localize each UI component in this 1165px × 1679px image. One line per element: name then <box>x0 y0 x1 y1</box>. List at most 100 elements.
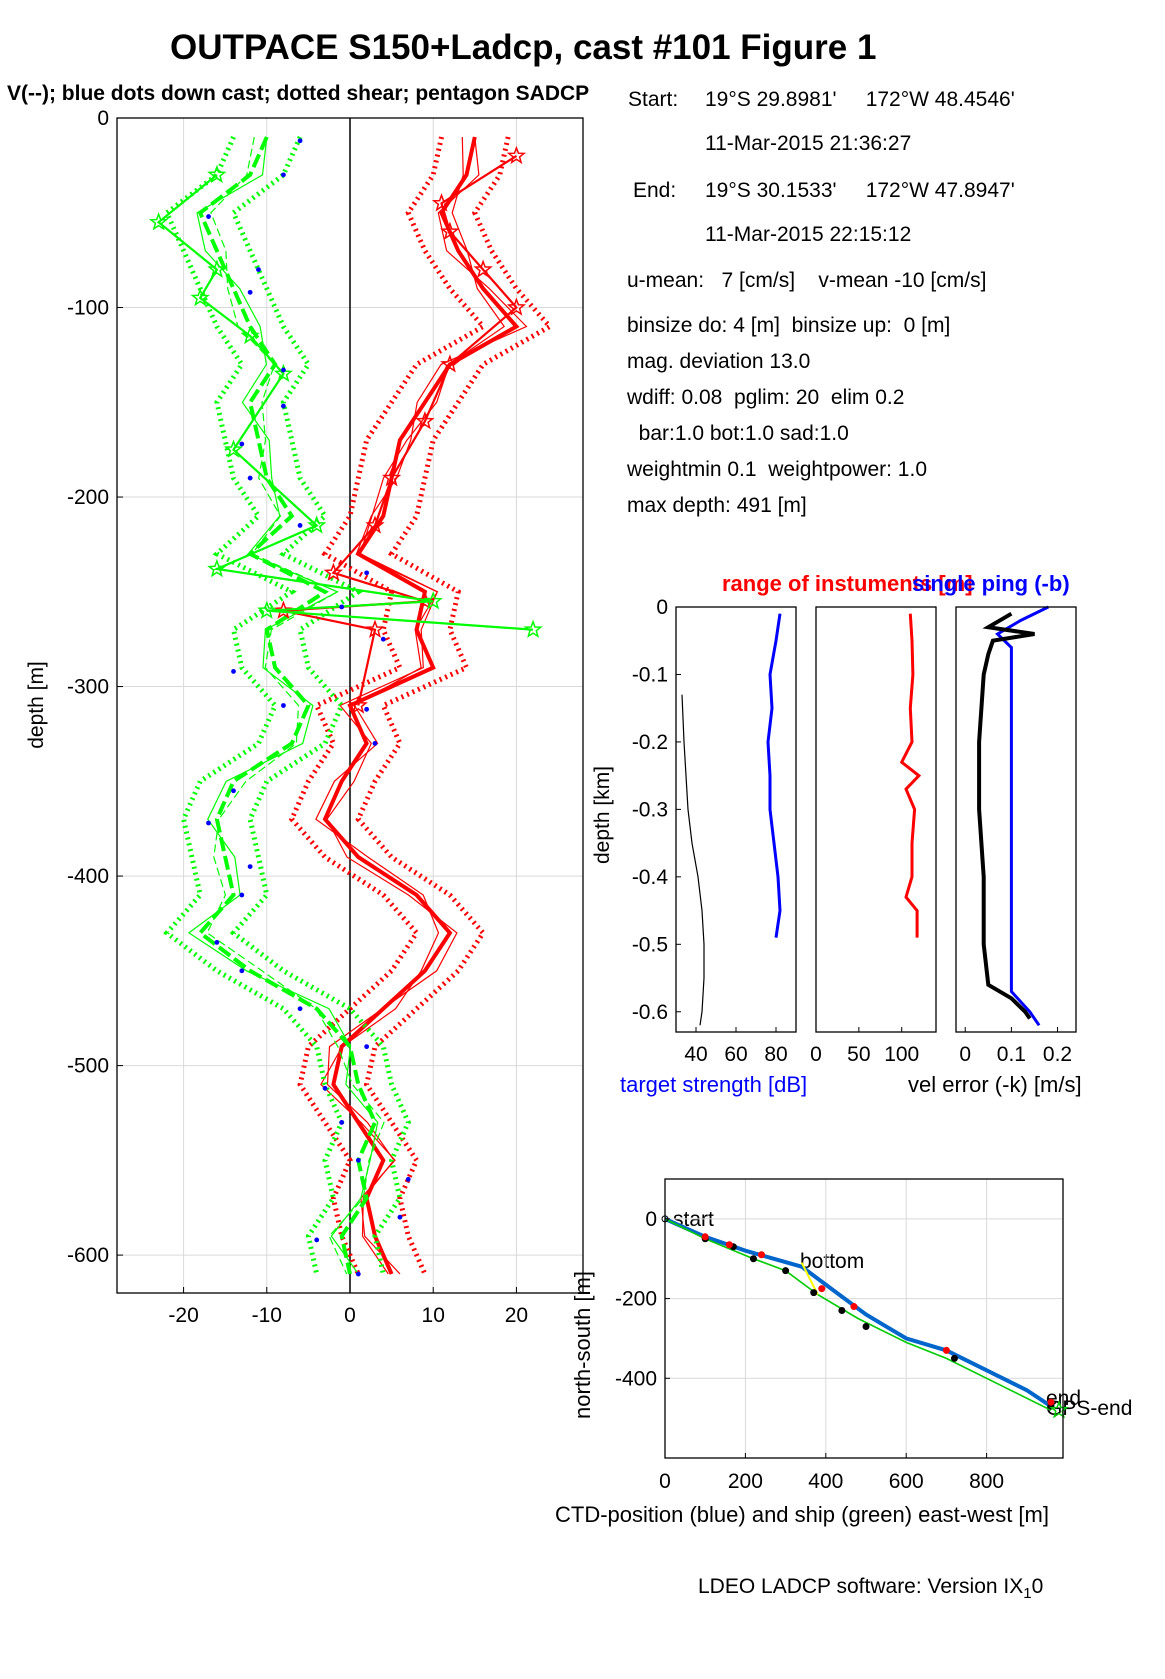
sadcp-u-marker <box>273 600 294 619</box>
down-cast-dot <box>239 441 245 447</box>
ctd-position-marker <box>818 1285 826 1293</box>
x-tick-label: -20 <box>168 1304 198 1327</box>
info-line: binsize do: 4 [m] binsize up: 0 [m] <box>627 314 951 337</box>
sadcp-v-marker <box>307 515 327 534</box>
down-cast-dot <box>247 475 253 481</box>
sadcp-u-marker <box>506 145 527 165</box>
sadcp-u-line <box>283 154 518 706</box>
x-tick-label: 0 <box>659 1470 671 1493</box>
down-cast-dot <box>239 968 245 974</box>
x-tick-label: 40 <box>684 1043 707 1066</box>
figure-subtitle: V(--); blue dots down cast; dotted shear… <box>7 82 590 105</box>
ts-xlabel: target strength [dB] <box>620 1072 808 1097</box>
x-tick-label: -10 <box>252 1304 282 1327</box>
figure-title: OUTPACE S150+Ladcp, cast #101 Figure 1 <box>170 28 877 67</box>
y-tick-label: -400 <box>67 865 109 888</box>
down-cast-dot <box>297 523 303 528</box>
x-tick-label: 0 <box>344 1304 356 1327</box>
instrument-range-series-line <box>899 613 922 938</box>
down-cast-dot <box>364 1044 370 1050</box>
x-tick-label: 0 <box>959 1043 971 1066</box>
end-label: End: <box>633 179 677 202</box>
sadcp-u-marker <box>323 562 344 582</box>
y-tick-label: -0.3 <box>632 798 668 821</box>
down-cast-dot <box>281 403 286 409</box>
ctd-position-marker <box>701 1233 709 1241</box>
info-line: weightmin 0.1 weightpower: 1.0 <box>627 458 927 481</box>
y-tick-label: -0.2 <box>632 731 668 754</box>
v-profile-line <box>187 136 379 1275</box>
instrument-range-frame <box>815 606 937 1033</box>
y-tick-label: -0.1 <box>632 663 668 686</box>
sadcp-u-marker <box>348 695 368 714</box>
down-cast-dot <box>297 1006 303 1012</box>
end-time: 11-Mar-2015 22:15:12 <box>705 223 912 246</box>
down-cast-dot <box>231 788 236 794</box>
sadcp-u-marker <box>440 354 460 373</box>
info-line: u-mean: 7 [cm/s] v-mean -10 [cm/s] <box>627 269 987 292</box>
sadcp-v-marker <box>207 164 227 184</box>
y-tick-label: 0 <box>645 1208 657 1231</box>
ctd-track-line <box>664 1217 1053 1408</box>
sadcp-u-marker <box>440 221 460 240</box>
down-cast-dot <box>239 892 245 898</box>
start-time: 11-Mar-2015 21:36:27 <box>705 132 912 155</box>
v-shear-bound-line <box>163 135 345 1275</box>
sadcp-u-marker <box>365 515 385 534</box>
ctd-position-marker <box>757 1251 765 1259</box>
down-cast-dot <box>355 1271 361 1277</box>
down-cast-dot <box>214 939 220 945</box>
sadcp-v-marker <box>523 619 543 638</box>
u-shear-bound-line <box>355 136 554 1276</box>
down-cast-dot <box>339 1120 345 1125</box>
position-frame <box>664 1178 1064 1459</box>
info-line: wdiff: 0.08 pglim: 20 elim 0.2 <box>627 386 905 409</box>
footer-text: LDEO LADCP software: Version IX <box>698 1575 1024 1598</box>
target-strength-series-line <box>766 613 782 938</box>
ship-position-marker <box>838 1307 846 1315</box>
x-tick-label: 0.1 <box>997 1043 1026 1066</box>
velocity-error-series-line <box>995 605 1049 1027</box>
pos-xlabel: CTD-position (blue) and ship (green) eas… <box>555 1502 1049 1527</box>
range-title: range of instuments [m] <box>722 571 973 596</box>
down-cast-dot <box>372 741 378 746</box>
sadcp-v-marker <box>207 259 227 278</box>
y-tick-label: -600 <box>67 1244 109 1267</box>
bottom-link-line <box>800 1262 819 1296</box>
down-cast-dot <box>206 214 211 219</box>
y-tick-label: -0.6 <box>632 1001 668 1024</box>
x-tick-label: 0.2 <box>1043 1043 1072 1066</box>
down-cast-dot <box>397 1214 403 1220</box>
down-cast-dot <box>355 1157 361 1163</box>
info-line: max depth: 491 [m] <box>627 494 807 517</box>
down-cast-dot <box>281 703 286 708</box>
target-strength-series-line <box>681 694 705 1026</box>
y-tick-label: -0.5 <box>632 933 668 956</box>
ship-position-marker <box>950 1354 958 1362</box>
y-tick-label: -300 <box>67 676 109 699</box>
sadcp-v-marker <box>240 325 260 345</box>
down-cast-dot <box>405 1176 411 1182</box>
down-cast-dot <box>322 1085 328 1091</box>
down-cast-dot <box>256 267 261 273</box>
x-tick-label: 60 <box>724 1043 747 1066</box>
info-line: mag. deviation 13.0 <box>627 350 811 373</box>
down-cast-dot <box>247 289 253 295</box>
sadcp-u-marker <box>415 411 435 430</box>
sadcp-v-marker <box>257 600 277 619</box>
info-line: bar:1.0 bot:1.0 sad:1.0 <box>627 422 849 445</box>
ship-track-line <box>664 1218 1052 1411</box>
start-position: 19°S 29.8981' 172°W 48.4546' <box>705 88 1015 111</box>
pos-annotation: bottom <box>800 1250 865 1273</box>
down-cast-dot <box>281 367 286 373</box>
down-cast-dot <box>231 668 236 674</box>
down-cast-dot <box>314 1237 320 1243</box>
gps-end-marker <box>1049 1400 1069 1419</box>
sadcp-u-marker <box>365 619 385 638</box>
sadcp-v-line <box>156 174 534 631</box>
end-position: 19°S 30.1533' 172°W 47.8947' <box>705 179 1015 202</box>
start-label: Start: <box>628 88 679 111</box>
ctd-position-marker <box>1047 1398 1055 1406</box>
down-cast-dot <box>364 706 370 712</box>
ctd-position-marker <box>850 1303 858 1311</box>
